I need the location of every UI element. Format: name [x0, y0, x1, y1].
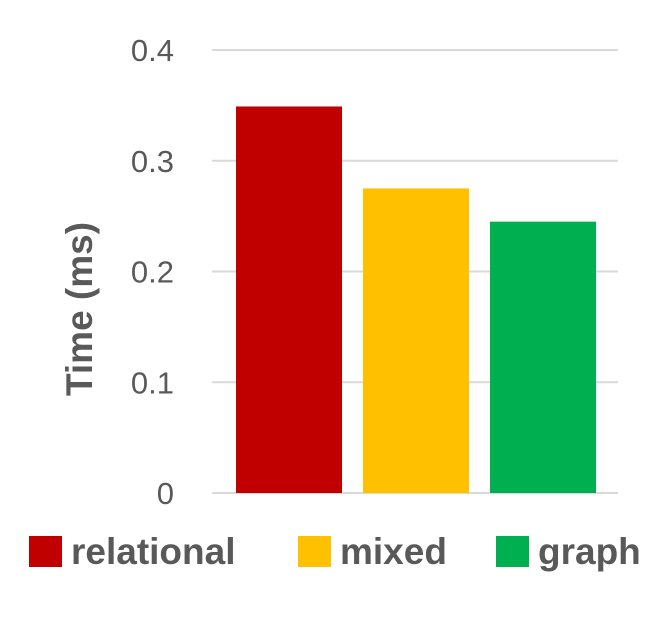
y-tick-label: 0.3 — [131, 144, 174, 179]
bars — [236, 106, 596, 494]
bar-relational — [236, 106, 342, 494]
y-tick-label: 0.4 — [131, 33, 174, 68]
legend-swatch-graph — [496, 536, 529, 567]
y-tick-label: 0.1 — [131, 365, 174, 400]
y-axis-ticks: 0 0.1 0.2 0.3 0.4 — [131, 33, 174, 511]
bar-graph — [490, 221, 596, 493]
legend-label-relational: relational — [71, 531, 236, 572]
legend: relational mixed graph — [29, 531, 641, 572]
legend-label-mixed: mixed — [340, 531, 447, 572]
legend-swatch-mixed — [298, 536, 331, 567]
y-tick-label: 0.2 — [131, 255, 174, 290]
y-axis-title: Time (ms) — [59, 222, 100, 396]
y-tick-label: 0 — [157, 476, 174, 511]
legend-swatch-relational — [29, 536, 62, 567]
legend-label-graph: graph — [538, 531, 641, 572]
bar-mixed — [363, 188, 469, 493]
